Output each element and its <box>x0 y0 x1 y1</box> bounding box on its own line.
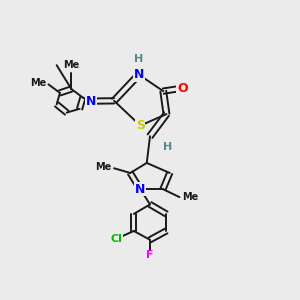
Text: H: H <box>134 54 143 64</box>
Text: F: F <box>146 250 154 260</box>
Text: H: H <box>163 142 172 152</box>
Text: O: O <box>177 82 188 95</box>
Text: N: N <box>135 183 146 196</box>
Text: Me: Me <box>95 162 112 172</box>
Text: Cl: Cl <box>110 234 122 244</box>
Text: S: S <box>136 119 145 132</box>
Text: Me: Me <box>30 78 46 88</box>
Text: Me: Me <box>182 192 198 202</box>
Text: N: N <box>134 68 144 81</box>
Text: Me: Me <box>63 61 80 70</box>
Text: N: N <box>86 94 96 108</box>
